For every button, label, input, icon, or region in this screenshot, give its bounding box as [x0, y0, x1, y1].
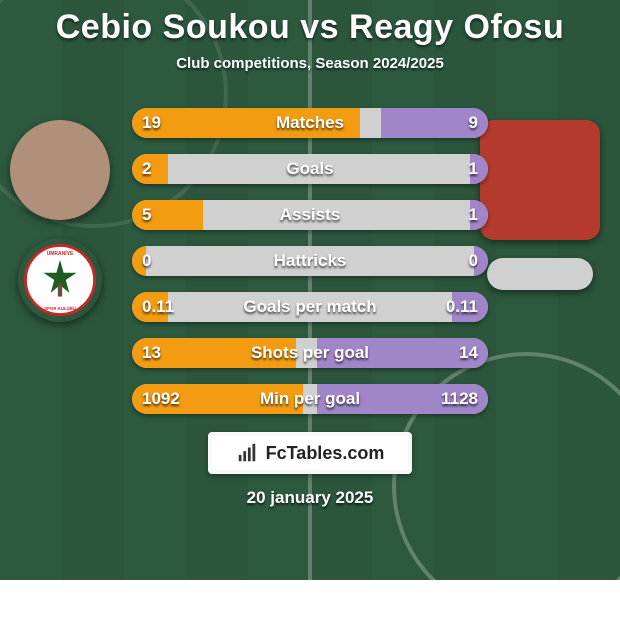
stat-bar: 19Matches9: [132, 108, 488, 138]
stat-category: Min per goal: [132, 384, 488, 414]
left-player-avatar: [10, 120, 110, 220]
stat-bar: 1092Min per goal1128: [132, 384, 488, 414]
stat-bar: 5Assists1: [132, 200, 488, 230]
content: Cebio Soukou vs Reagy Ofosu Club competi…: [0, 0, 620, 580]
svg-text:ÜMRANİYE: ÜMRANİYE: [47, 250, 74, 257]
brand-text: FcTables.com: [266, 443, 385, 464]
right-player-column: [480, 120, 600, 290]
stat-category: Goals: [132, 154, 488, 184]
club-crest-icon: ÜMRANİYE SPOR KULÜBÜ: [24, 244, 96, 316]
stat-bar: 13Shots per goal14: [132, 338, 488, 368]
stat-value-right: 1: [469, 154, 478, 184]
stat-bars: 19Matches9 2Goals1 5Assists1 0Hattricks0 0.1…: [132, 108, 488, 414]
stat-value-right: 9: [469, 108, 478, 138]
chart-icon: [236, 442, 258, 464]
stat-value-right: 14: [459, 338, 478, 368]
stat-category: Matches: [132, 108, 488, 138]
stat-value-right: 0.11: [446, 292, 478, 322]
svg-text:SPOR KULÜBÜ: SPOR KULÜBÜ: [44, 306, 76, 311]
stat-value-right: 1: [469, 200, 478, 230]
stat-category: Goals per match: [132, 292, 488, 322]
stat-category: Hattricks: [132, 246, 488, 276]
stat-category: Shots per goal: [132, 338, 488, 368]
left-club-badge: ÜMRANİYE SPOR KULÜBÜ: [18, 238, 102, 322]
brand-badge[interactable]: FcTables.com: [208, 432, 413, 474]
subtitle: Club competitions, Season 2024/2025: [176, 55, 444, 72]
stat-category: Assists: [132, 200, 488, 230]
date-text: 20 january 2025: [247, 488, 374, 508]
right-club-badge: [487, 258, 593, 290]
page-title: Cebio Soukou vs Reagy Ofosu: [56, 8, 564, 47]
stat-value-right: 1128: [441, 384, 478, 414]
right-player-avatar: [480, 120, 600, 240]
stat-bar: 0Hattricks0: [132, 246, 488, 276]
stat-bar: 0.11Goals per match0.11: [132, 292, 488, 322]
left-player-column: ÜMRANİYE SPOR KULÜBÜ: [10, 120, 110, 322]
stat-bar: 2Goals1: [132, 154, 488, 184]
stat-value-right: 0: [469, 246, 478, 276]
